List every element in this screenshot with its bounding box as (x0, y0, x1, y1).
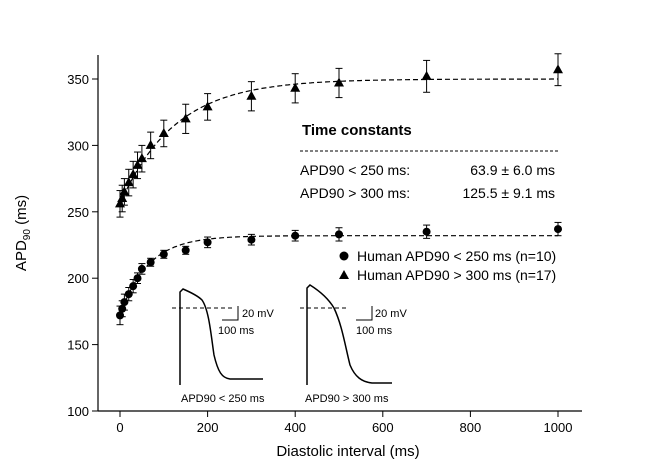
y-axis-title-main: APD (13, 240, 30, 271)
inset-scale-bar-1 (222, 306, 239, 321)
time-constant-value-1: 63.9 ± 6.0 ms (470, 162, 555, 178)
data-point-circle (133, 274, 142, 283)
data-point-triangle (553, 64, 563, 74)
data-point-circle (159, 250, 168, 259)
fit-curve-2 (119, 78, 558, 205)
data-point-triangle (119, 186, 130, 196)
x-axis-title: Diastolic interval (ms) (276, 443, 419, 460)
data-point-circle (124, 290, 133, 299)
inset-caption-1: APD90 < 250 ms (181, 393, 265, 405)
data-point-circle (137, 264, 146, 273)
data-point-triangle (334, 77, 344, 87)
data-point-circle (335, 230, 343, 239)
data-point-circle (422, 227, 431, 236)
inset-scale-bar-2 (356, 306, 373, 321)
y-axis-title-unit: (ms) (13, 195, 30, 229)
x-tick-label: 800 (460, 420, 482, 435)
data-marks (115, 53, 563, 326)
y-axis-title-sub: 90 (22, 229, 33, 241)
inset-time-scale-1: 100 ms (218, 325, 255, 337)
data-point-triangle (180, 113, 191, 123)
data-point-circle (181, 246, 190, 255)
data-point-triangle (128, 169, 139, 179)
data-point-circle (146, 258, 155, 267)
time-constant-label-1: APD90 < 250 ms: (300, 162, 410, 178)
data-point-circle (554, 225, 562, 234)
data-point-triangle (132, 159, 143, 169)
time-constant-value-2: 125.5 ± 9.1 ms (462, 185, 555, 201)
data-point-triangle (421, 70, 432, 80)
inset-voltage-scale-2: 20 mV (375, 308, 407, 320)
y-tick-label: 250 (67, 205, 89, 220)
y-axis-title: APD90 (ms) (13, 195, 33, 271)
y-tick-label: 100 (67, 404, 89, 419)
svg-text:APD90 (ms): APD90 (ms) (13, 195, 33, 271)
data-point-circle (120, 298, 129, 307)
x-tick-label: 1000 (544, 420, 573, 435)
y-tick-label: 350 (67, 72, 89, 87)
inset-ap-trace-2 (306, 284, 392, 385)
x-tick-label: 0 (116, 420, 123, 435)
legend-marker-circle (339, 251, 349, 261)
data-point-triangle (158, 127, 169, 137)
data-point-triangle (136, 153, 147, 163)
time-constants-title: Time constants (302, 122, 412, 139)
inset-voltage-scale-1: 20 mV (242, 308, 274, 320)
inset-time-scale-2: 100 ms (356, 325, 393, 337)
legend-label-1: Human APD90 < 250 ms (n=10) (357, 248, 556, 264)
data-point-triangle (145, 139, 156, 149)
time-constant-label-2: APD90 > 300 ms: (300, 185, 410, 201)
y-tick-label: 300 (67, 138, 89, 153)
x-tick-label: 400 (284, 420, 306, 435)
inset-action-potential-2: 20 mV 100 ms APD90 > 300 ms (300, 284, 407, 405)
inset-caption-2: APD90 > 300 ms (305, 393, 389, 405)
data-point-triangle (202, 101, 213, 111)
inset-ap-trace-1 (179, 288, 263, 385)
data-point-triangle (123, 177, 134, 187)
data-point-circle (129, 282, 138, 291)
axis-ticks: 0 200 400 600 800 1000 100 150 200 250 300 350 (67, 72, 572, 435)
inset-action-potential-1: 20 mV 100 ms APD90 < 250 ms (172, 288, 274, 405)
data-point-triangle (290, 82, 301, 92)
data-point-circle (203, 238, 212, 247)
legend-label-2: Human APD90 > 300 ms (n=17) (357, 267, 556, 283)
data-point-circle (247, 235, 256, 244)
legend-marker-triangle (339, 270, 349, 279)
y-tick-label: 150 (67, 338, 89, 353)
data-point-circle (291, 231, 300, 240)
x-tick-label: 200 (197, 420, 219, 435)
y-tick-label: 200 (67, 271, 89, 286)
x-tick-label: 600 (372, 420, 394, 435)
data-point-triangle (246, 90, 257, 100)
